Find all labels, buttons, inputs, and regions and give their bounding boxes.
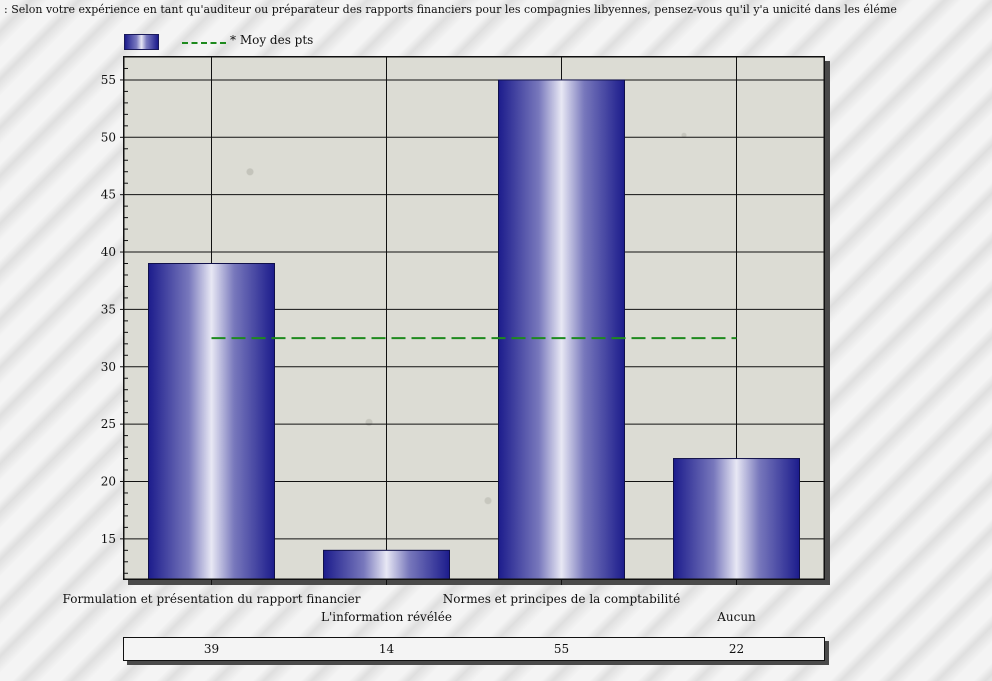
y-tick-label: 25: [101, 417, 116, 431]
plot-frame: [123, 56, 825, 580]
value-table: 39 14 55 22: [123, 637, 825, 661]
y-tick-label: 20: [101, 474, 116, 488]
y-tick-label: 15: [101, 532, 116, 546]
bar: [323, 549, 450, 580]
x-category-label: Formulation et présentation du rapport f…: [63, 592, 361, 606]
y-tick-label: 55: [101, 73, 116, 87]
x-category-label: Aucun: [716, 610, 756, 624]
y-tick-label: 50: [101, 130, 116, 144]
y-tick-label: 35: [101, 302, 116, 316]
y-tick-label: 40: [101, 245, 116, 259]
bar: [498, 79, 625, 580]
bar: [148, 263, 275, 580]
bar: [673, 458, 800, 580]
y-tick-label: 30: [101, 360, 116, 374]
legend-bar-swatch: [124, 34, 159, 50]
chart-title: : Selon votre expérience en tant qu'audi…: [4, 3, 897, 16]
legend-mean-label: * Moy des pts: [230, 33, 314, 47]
x-category-label: Normes et principes de la comptabilité: [443, 592, 680, 606]
value-table-cell: 39: [203, 642, 220, 656]
value-table-cell: 55: [553, 642, 570, 656]
x-category-label: L'information révélée: [321, 610, 452, 624]
value-table-cell: 22: [728, 642, 745, 656]
legend-mean-line: [182, 42, 226, 44]
value-table-cell: 14: [378, 642, 395, 656]
y-tick-label: 45: [101, 188, 116, 202]
